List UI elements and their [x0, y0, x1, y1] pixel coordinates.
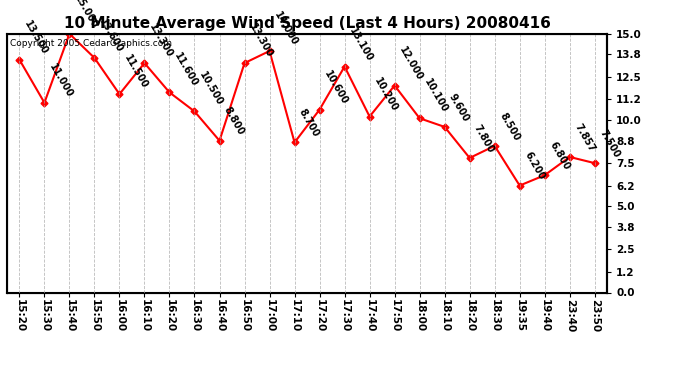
- Text: 13.600: 13.600: [97, 17, 124, 54]
- Text: 7.800: 7.800: [472, 123, 496, 154]
- Text: 8.500: 8.500: [497, 111, 521, 142]
- Text: 11.500: 11.500: [122, 53, 149, 91]
- Text: 11.600: 11.600: [172, 51, 199, 89]
- Text: Copyright 2005 CedarGraphics.com: Copyright 2005 CedarGraphics.com: [10, 39, 172, 48]
- Text: 13.300: 13.300: [247, 22, 275, 60]
- Text: 11.000: 11.000: [47, 62, 75, 99]
- Text: 10.500: 10.500: [197, 70, 224, 108]
- Title: 10 Minute Average Wind Speed (Last 4 Hours) 20080416: 10 Minute Average Wind Speed (Last 4 Hou…: [63, 16, 551, 31]
- Text: 7.857: 7.857: [572, 122, 596, 153]
- Text: 13.300: 13.300: [147, 22, 175, 60]
- Text: 6.800: 6.800: [547, 140, 571, 172]
- Text: 10.600: 10.600: [322, 69, 349, 106]
- Text: 6.200: 6.200: [522, 150, 546, 182]
- Text: 8.700: 8.700: [297, 107, 321, 139]
- Text: 9.600: 9.600: [447, 92, 471, 123]
- Text: 14.000: 14.000: [272, 10, 299, 48]
- Text: 10.100: 10.100: [422, 77, 449, 115]
- Text: 8.800: 8.800: [222, 105, 246, 137]
- Text: 12.000: 12.000: [397, 45, 424, 82]
- Text: 13.100: 13.100: [347, 26, 375, 63]
- Text: 13.500: 13.500: [22, 19, 49, 56]
- Text: 10.200: 10.200: [372, 76, 400, 113]
- Text: 7.500: 7.500: [598, 128, 621, 160]
- Text: 15.000: 15.000: [72, 0, 99, 30]
